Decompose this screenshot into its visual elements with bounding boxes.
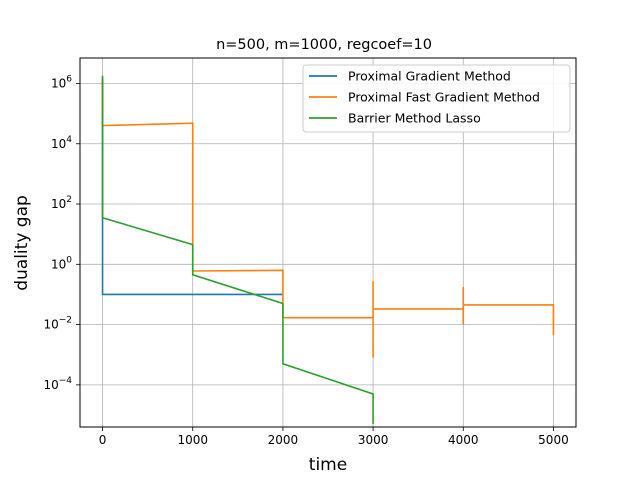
y-tick-label: 102	[51, 195, 72, 211]
x-tick-label: 3000	[358, 433, 389, 447]
legend: Proximal Gradient Method Proximal Fast Gr…	[302, 64, 571, 133]
legend-label-1: Proximal Gradient Method	[348, 69, 511, 84]
y-tick-exponent: 2	[66, 195, 72, 205]
y-tick-base: 10	[43, 378, 58, 392]
x-tick-label: 4000	[448, 433, 479, 447]
y-tick-exponent: 4	[66, 135, 72, 145]
y-tick-base: 10	[43, 318, 58, 332]
y-tick-label: 10−2	[43, 316, 72, 332]
y-axis-label: duality gap	[12, 195, 32, 291]
y-tick-base: 10	[51, 76, 66, 90]
y-tick-exponent: −2	[59, 316, 72, 326]
y-tick-base: 10	[51, 137, 66, 151]
series-line-2	[101, 78, 555, 358]
y-tick-exponent: 6	[66, 74, 72, 84]
x-tick-label: 1000	[177, 433, 208, 447]
series-line-3	[101, 75, 374, 425]
series-lines	[101, 75, 555, 425]
y-tick-exponent: −4	[59, 376, 73, 386]
legend-label-3: Barrier Method Lasso	[348, 111, 481, 126]
chart-title: n=500, m=1000, regcoef=10	[216, 37, 432, 53]
x-tick-label: 2000	[268, 433, 299, 447]
x-tick-label: 5000	[538, 433, 569, 447]
plot-frame	[79, 57, 577, 428]
x-axis-ticks: 0 1000 2000 3000 4000 5000	[99, 427, 569, 447]
y-tick-exponent: 0	[66, 255, 72, 265]
y-tick-base: 10	[51, 257, 66, 271]
y-tick-base: 10	[51, 197, 66, 211]
x-axis-label: time	[309, 455, 347, 475]
y-tick-label: 106	[51, 74, 72, 90]
legend-box	[302, 64, 571, 133]
legend-label-2: Proximal Fast Gradient Method	[348, 90, 540, 105]
y-tick-label: 100	[51, 255, 72, 271]
x-tick-label: 0	[99, 433, 107, 447]
y-tick-label: 10−4	[43, 376, 72, 392]
y-tick-label: 104	[51, 135, 72, 151]
